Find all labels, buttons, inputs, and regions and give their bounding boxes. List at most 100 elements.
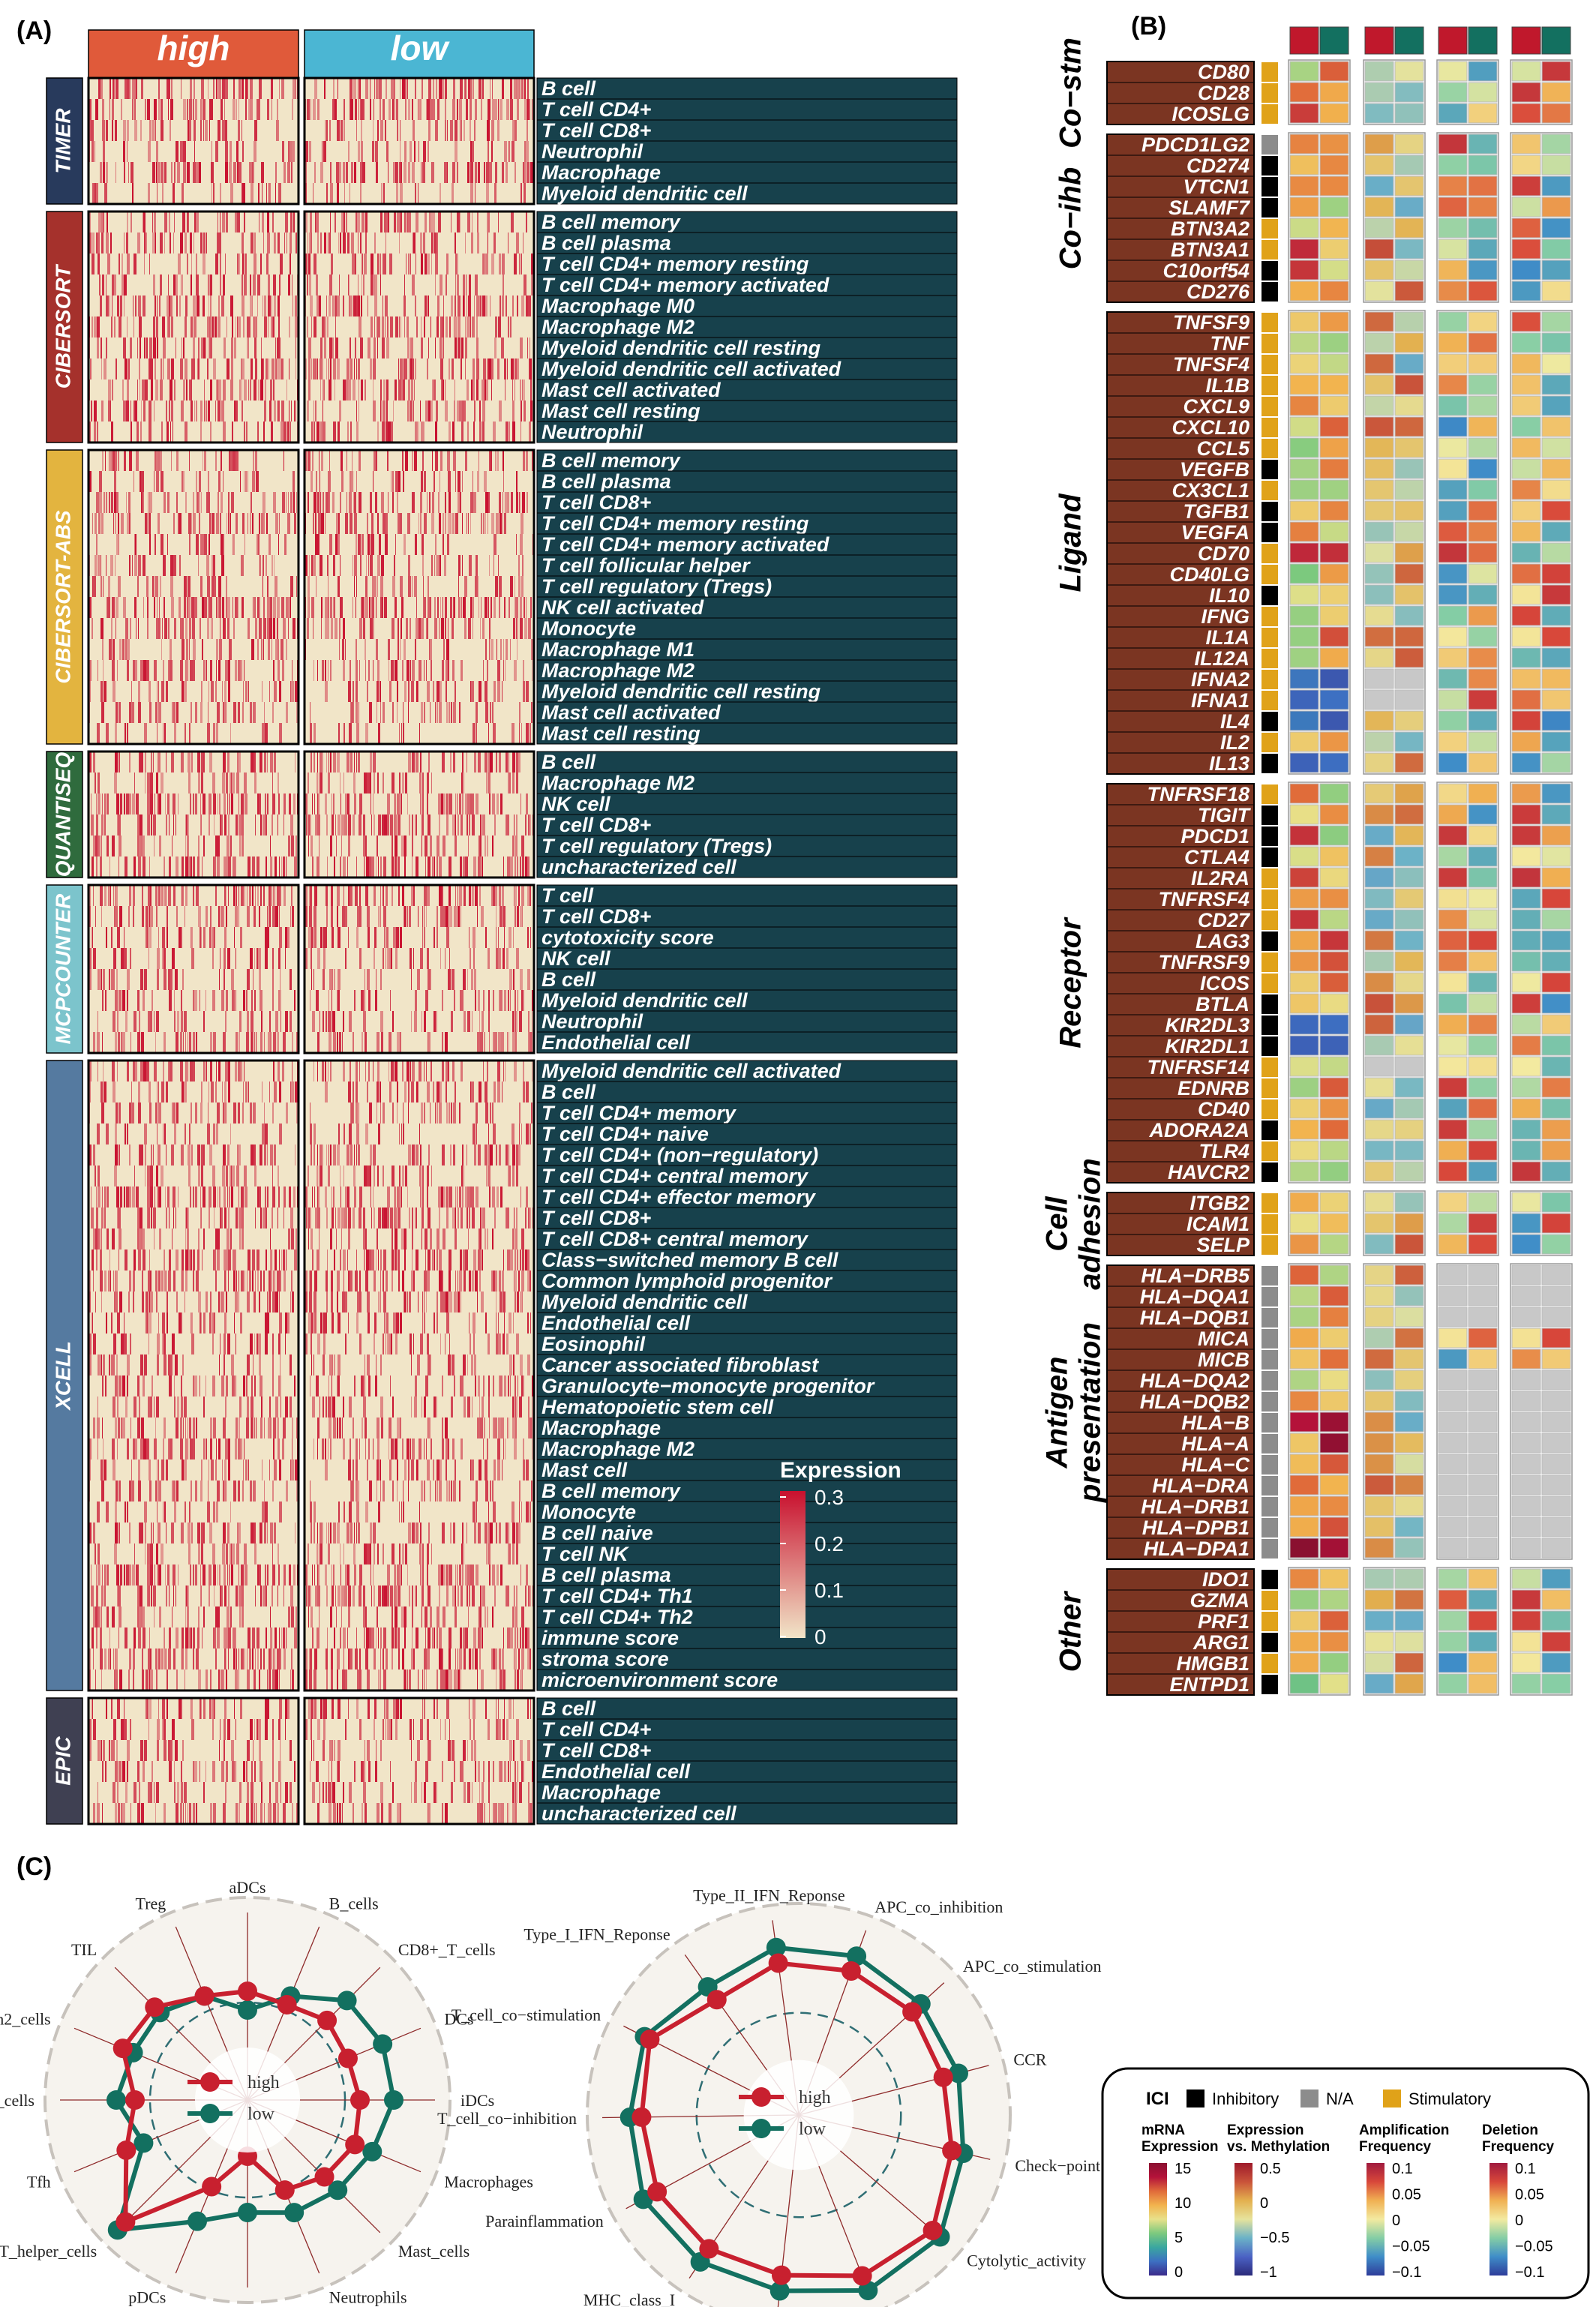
heatmap-cell: [212, 576, 214, 597]
heatmap-cell: [226, 316, 227, 338]
heatmap-cell: [308, 576, 310, 597]
heatmap-cell: [270, 1144, 273, 1166]
heatmap-cell: [146, 1060, 148, 1082]
heatmap-cell: [315, 814, 317, 836]
heatmap-cell: [250, 1396, 254, 1418]
heatmap-cell: [258, 380, 260, 400]
heatmap-cell: [346, 1186, 350, 1208]
heatmap-cell: [502, 492, 503, 513]
heatmap-cell: [238, 1438, 241, 1460]
heatmap-cell: [102, 1032, 103, 1053]
heatmap-cell: [483, 660, 484, 681]
heatmap-cell: [147, 794, 150, 814]
heatmap-cell: [311, 316, 312, 338]
heatmap-cell: [502, 513, 503, 534]
heatmap-cell: [454, 232, 456, 254]
heatmap-cell: [259, 597, 260, 618]
heatmap-cell: [400, 618, 402, 639]
heatmap-cell: [364, 254, 367, 274]
heatmap-cell: [218, 380, 221, 400]
heatmap-cell: [435, 274, 436, 296]
heatmap-cell: [382, 400, 386, 422]
heatmap-cell: [512, 1228, 514, 1250]
heatmap-cell: [358, 1480, 359, 1502]
heatmap-cell: [408, 1522, 411, 1544]
method-label: MCPCOUNTER: [51, 893, 74, 1044]
heatmap-cell: [112, 836, 115, 856]
heatmap-cell: [200, 1312, 201, 1334]
heatmap-cell: [193, 1060, 195, 1082]
heatmap-cell: [225, 120, 227, 141]
heatmap-cell: [253, 597, 254, 618]
heatmap-cell: [344, 183, 345, 204]
heatmap-cell: [372, 141, 374, 162]
heatmap-cell: [367, 1292, 370, 1312]
heatmap-cell: [238, 885, 239, 906]
heatmap-cell: [220, 814, 221, 836]
heatmap-cell: [130, 400, 131, 422]
heatmap-cell: [156, 1011, 159, 1032]
heatmap-cell: [368, 338, 370, 358]
heatmap-cell: [522, 1250, 524, 1270]
heatmap-cell: [358, 358, 360, 380]
heatmap-cell: [142, 1250, 146, 1270]
heatmap-cell: [330, 1438, 332, 1460]
heatmap-cell: [254, 597, 256, 618]
heatmap-cell: [201, 1460, 202, 1480]
heatmap-cell: [124, 450, 126, 471]
heatmap-cell: [220, 1292, 223, 1312]
heatmap-cell: [112, 597, 115, 618]
heatmap-cell: [193, 358, 195, 380]
heatmap-cell: [381, 400, 382, 422]
heatmap-cell: [211, 1460, 214, 1480]
heatmap-cell: [458, 555, 460, 576]
heatmap-cell: [471, 969, 473, 990]
heatmap-cell: [464, 296, 465, 316]
heatmap-cell: [176, 856, 178, 878]
heatmap-cell: [244, 1270, 245, 1292]
heatmap-cell: [520, 1250, 521, 1270]
heatmap-cell: [118, 856, 119, 878]
heatmap-cell: [514, 120, 517, 141]
heatmap-cell: [462, 1186, 464, 1208]
heatmap-cell: [217, 702, 220, 723]
heatmap-cell: [520, 513, 524, 534]
heatmap-cell: [473, 597, 474, 618]
heatmap-cell: [521, 576, 524, 597]
heatmap-cell: [245, 1082, 248, 1102]
heatmap-cell: [427, 358, 428, 380]
heatmap-cell: [440, 274, 442, 296]
heatmap-cell: [260, 814, 262, 836]
heatmap-cell: [309, 906, 312, 927]
heatmap-cell: [382, 254, 385, 274]
heatmap-cell: [516, 1011, 518, 1032]
heatmap-cell: [115, 1522, 118, 1544]
heatmap-cell: [129, 450, 132, 471]
heatmap-cell: [471, 681, 474, 702]
heatmap-cell: [129, 1522, 130, 1544]
heatmap-cell: [282, 1060, 284, 1082]
heatmap-cell: [241, 358, 242, 380]
heatmap-cell: [143, 1060, 146, 1082]
heatmap-cell: [218, 120, 220, 141]
heatmap-cell: [155, 1270, 158, 1292]
heatmap-cell: [466, 380, 469, 400]
heatmap-cell: [400, 1312, 402, 1334]
heatmap-cell: [496, 1522, 497, 1544]
heatmap-cell: [342, 639, 344, 660]
heatmap-cell: [414, 380, 415, 400]
heatmap-cell: [236, 772, 239, 794]
row-label-bg: [536, 1438, 958, 1460]
heatmap-cell: [338, 422, 340, 442]
heatmap-cell: [310, 814, 311, 836]
heatmap-cell: [177, 162, 180, 183]
heatmap-cell: [238, 702, 240, 723]
heatmap-cell: [373, 120, 374, 141]
heatmap-cell: [99, 471, 102, 492]
heatmap-cell: [143, 660, 146, 681]
heatmap-cell: [442, 1418, 443, 1438]
heatmap-cell: [203, 120, 204, 141]
heatmap-cell: [322, 1060, 324, 1082]
heatmap-cell: [365, 1438, 366, 1460]
heatmap-cell: [203, 660, 205, 681]
